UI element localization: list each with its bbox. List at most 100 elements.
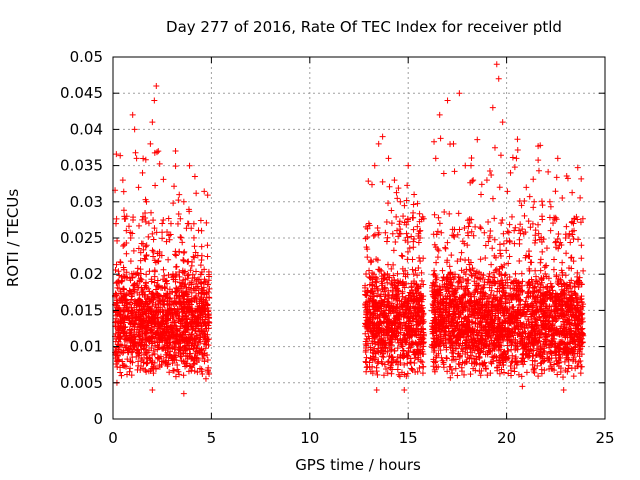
data-point [561,331,568,338]
data-point [534,294,541,301]
data-point [387,336,394,343]
data-point [380,354,387,361]
data-point [379,360,386,367]
data-point [177,300,184,307]
data-point [413,331,420,338]
data-point [416,365,423,372]
data-point [191,243,198,250]
data-point [458,364,465,371]
data-point [123,330,130,337]
data-point [454,285,461,292]
data-point [576,274,583,281]
data-point [455,210,462,217]
data-point [114,237,121,244]
data-point [464,242,471,249]
data-point [120,324,127,331]
data-point [146,355,153,362]
data-point [534,322,541,329]
data-point [564,368,571,375]
data-point [525,343,532,350]
data-point [510,278,517,285]
data-point [511,365,518,372]
data-point [153,290,160,297]
data-point [383,304,390,311]
data-point [475,283,482,290]
data-point [458,267,465,274]
data-point [504,276,511,283]
data-point [162,285,169,292]
data-point [545,275,552,282]
data-point [516,236,523,243]
data-point [389,359,396,366]
data-point [172,278,179,285]
data-point [127,320,134,327]
data-point [112,290,119,297]
data-point [512,270,519,277]
data-point [204,366,211,373]
data-point [369,296,376,303]
data-point [560,345,567,352]
data-point [169,329,176,336]
data-point [468,318,475,325]
data-point [400,347,407,354]
data-point [560,325,567,332]
data-point [478,332,485,339]
data-point [455,350,462,357]
data-point [448,279,455,286]
data-point [404,182,411,189]
data-point [366,274,373,281]
data-point [386,320,393,327]
data-point [412,355,419,362]
data-point [528,328,535,335]
data-point [171,343,178,350]
data-point [465,333,472,340]
data-point [452,356,459,363]
data-point [563,223,570,230]
data-point [401,361,408,368]
data-point [512,336,519,343]
data-point [473,360,480,367]
data-point [473,353,480,360]
data-point [541,345,548,352]
data-point [163,292,170,299]
data-point [371,334,378,341]
data-point [372,323,379,330]
data-point [537,297,544,304]
data-point [125,290,132,297]
data-point [375,266,382,273]
data-point [201,305,208,312]
data-point [484,312,491,319]
data-point [119,177,126,184]
data-point [455,323,462,330]
data-point [559,259,566,266]
data-point [149,247,156,254]
data-point [117,288,124,295]
data-point [141,343,148,350]
data-point [147,140,154,147]
data-point [580,332,587,339]
data-point [144,360,151,367]
data-point [142,279,149,286]
data-point [139,357,146,364]
data-point [402,323,409,330]
data-point [367,354,374,361]
data-point [553,313,560,320]
data-point [178,357,185,364]
data-point [133,155,140,162]
data-point [531,315,538,322]
data-point [558,267,565,274]
data-point [464,329,471,336]
chart-title: Day 277 of 2016, Rate Of TEC Index for r… [166,18,562,36]
data-point [375,299,382,306]
data-point [562,332,569,339]
data-point [481,291,488,298]
data-point [557,369,564,376]
data-point [384,234,391,241]
data-point [470,308,477,315]
data-point [198,269,205,276]
data-point [574,164,581,171]
data-point [148,278,155,285]
data-point [117,335,124,342]
data-point [184,220,191,227]
data-point [180,372,187,379]
